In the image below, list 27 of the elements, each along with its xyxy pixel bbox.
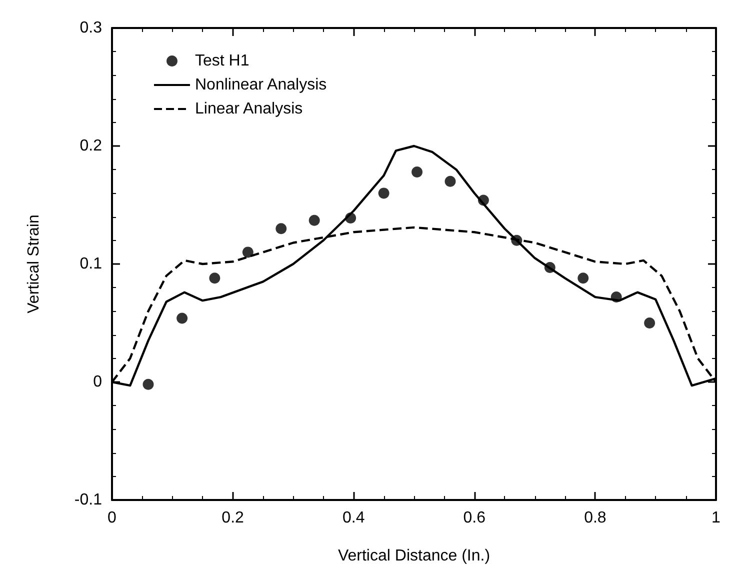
x-tick-label: 0.6 xyxy=(463,510,486,526)
x-tick-label: 0.4 xyxy=(342,510,365,526)
x-tick-label: 0.8 xyxy=(584,510,606,526)
point xyxy=(444,176,456,187)
point xyxy=(578,272,589,284)
point xyxy=(644,318,656,328)
point xyxy=(276,223,287,234)
point xyxy=(242,246,254,258)
y-tick-label: 0.2 xyxy=(80,138,102,154)
point xyxy=(142,378,154,390)
point xyxy=(378,188,390,199)
legend-label: Test H1 xyxy=(195,52,250,70)
y-tick-label: 0.3 xyxy=(80,20,102,36)
x-tick-label: 0.2 xyxy=(222,510,244,526)
x-tick-label: 0 xyxy=(108,510,117,526)
point xyxy=(412,166,423,178)
point xyxy=(176,312,188,324)
legend-label: Nonlinear Analysis xyxy=(195,76,327,94)
legend-label: Linear Analysis xyxy=(195,100,303,118)
x-tick-label: 1 xyxy=(712,510,721,526)
y-tick-label: 0.1 xyxy=(80,256,102,272)
x-axis-title: Vertical Distance (In.) xyxy=(338,548,490,564)
y-tick-label: 0 xyxy=(93,374,102,390)
point xyxy=(209,272,220,284)
point xyxy=(308,214,320,226)
y-tick-label: -0.1 xyxy=(74,492,102,508)
y-axis-title: Vertical Strain xyxy=(26,214,42,314)
